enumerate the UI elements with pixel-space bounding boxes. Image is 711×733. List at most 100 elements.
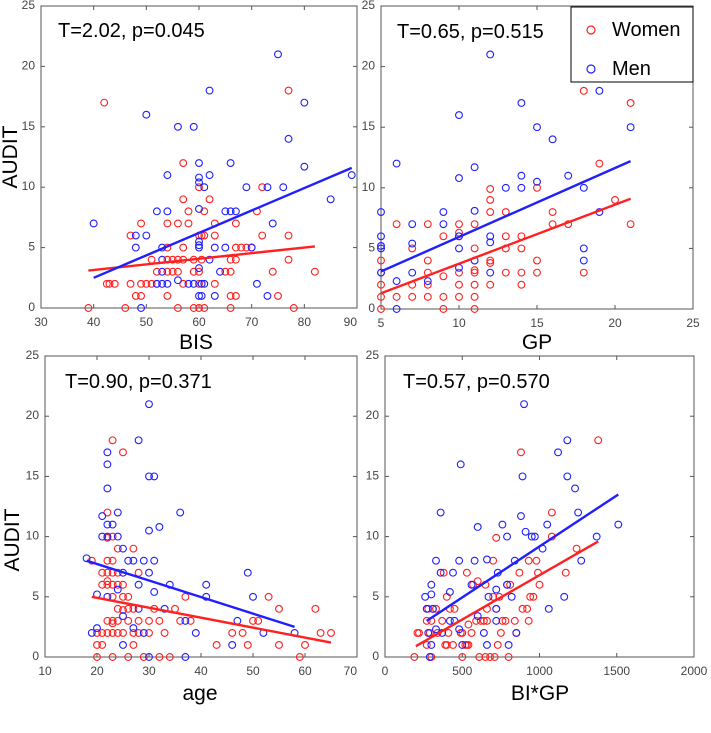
point-men xyxy=(614,520,623,529)
point-women xyxy=(103,508,112,517)
point-women xyxy=(449,641,457,649)
point-men xyxy=(564,171,573,180)
point-women xyxy=(423,256,432,265)
y-tick-label: 0 xyxy=(28,300,35,314)
point-men xyxy=(226,159,235,167)
point-women xyxy=(189,304,198,312)
point-men xyxy=(195,241,203,250)
point-men xyxy=(517,99,526,107)
point-men xyxy=(150,556,159,565)
point-men xyxy=(195,173,203,182)
point-men xyxy=(173,122,182,131)
ylabel-panel-1: AUDIT xyxy=(0,125,22,188)
point-women xyxy=(113,616,122,625)
point-men xyxy=(113,585,122,594)
point-women xyxy=(210,231,219,240)
point-men xyxy=(145,653,153,661)
point-men xyxy=(507,592,516,601)
point-women xyxy=(108,556,117,565)
fit-line-women xyxy=(88,245,315,272)
point-women xyxy=(98,628,107,637)
point-men xyxy=(504,641,513,649)
annotation-panel-1: T=2.02, p=0.045 xyxy=(58,20,205,42)
point-women xyxy=(124,616,133,625)
point-women xyxy=(231,219,240,228)
fit-line-men xyxy=(93,166,353,279)
point-women xyxy=(450,604,459,613)
point-women xyxy=(173,219,182,228)
point-men xyxy=(131,243,140,252)
point-men xyxy=(427,641,436,649)
point-women xyxy=(501,268,510,277)
x-tick-label: 0 xyxy=(382,664,389,678)
point-women xyxy=(486,653,495,661)
series-men xyxy=(377,50,635,313)
point-men xyxy=(195,159,203,167)
axes-box xyxy=(44,355,358,658)
point-men xyxy=(119,612,127,621)
point-women xyxy=(102,279,111,288)
point-women xyxy=(124,604,133,613)
point-men xyxy=(392,159,401,168)
point-women xyxy=(242,243,251,252)
point-men xyxy=(436,508,445,517)
point-women xyxy=(119,606,127,614)
point-men xyxy=(103,520,112,529)
point-men xyxy=(377,268,385,277)
y-tick-label: 20 xyxy=(362,59,376,73)
point-women xyxy=(113,628,122,637)
point-men xyxy=(98,532,107,541)
point-women xyxy=(145,616,153,625)
point-women xyxy=(147,279,156,288)
point-women xyxy=(392,292,401,301)
point-men xyxy=(520,400,528,409)
point-women xyxy=(200,304,209,312)
point-men xyxy=(197,291,206,300)
point-women xyxy=(129,544,138,553)
series-men xyxy=(421,400,623,661)
point-men xyxy=(439,220,448,229)
point-men xyxy=(560,592,569,601)
point-men xyxy=(548,135,557,144)
point-men xyxy=(563,472,572,481)
x-tick-label: 20 xyxy=(90,664,104,678)
point-women xyxy=(231,291,240,300)
x-tick-label: 80 xyxy=(298,315,312,329)
point-men xyxy=(173,276,182,285)
point-men xyxy=(108,520,117,529)
point-men xyxy=(503,580,512,589)
point-women xyxy=(238,628,247,637)
legend-women-label: Women xyxy=(612,19,681,41)
point-women xyxy=(205,195,214,204)
point-women xyxy=(124,592,133,601)
point-women xyxy=(327,628,335,637)
x-tick-label: 60 xyxy=(192,315,206,329)
point-men xyxy=(574,508,583,517)
point-women xyxy=(163,219,172,228)
point-women xyxy=(486,195,495,204)
point-men xyxy=(377,232,385,241)
point-women xyxy=(160,628,169,637)
point-men xyxy=(189,279,198,288)
point-men xyxy=(129,556,138,565)
point-men xyxy=(163,207,172,216)
point-men xyxy=(503,532,512,541)
point-women xyxy=(155,653,164,661)
point-men xyxy=(554,448,562,457)
point-men xyxy=(268,219,277,228)
point-men xyxy=(458,641,467,649)
point-men xyxy=(202,580,211,589)
point-men xyxy=(200,279,209,288)
point-women xyxy=(221,267,230,276)
point-women xyxy=(231,243,240,252)
point-women xyxy=(108,436,117,445)
point-men xyxy=(150,472,159,481)
point-men xyxy=(543,520,552,529)
x-tick-label: 25 xyxy=(686,316,700,330)
point-men xyxy=(498,520,507,529)
point-men xyxy=(152,279,161,288)
point-men xyxy=(163,279,172,288)
point-women xyxy=(439,272,448,281)
point-women xyxy=(518,604,527,613)
x-tick-label: 1000 xyxy=(526,664,553,678)
